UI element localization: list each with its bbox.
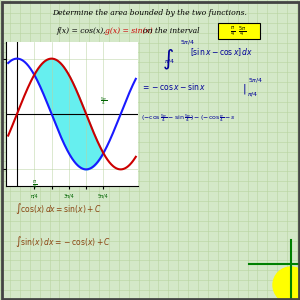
- Text: $\pi/4$: $\pi/4$: [164, 57, 175, 65]
- Text: $5\pi/4$: $5\pi/4$: [180, 38, 196, 46]
- Text: on the interval: on the interval: [143, 27, 199, 35]
- Text: $\frac{\pi}{4}$  $\frac{5\pi}{4}$: $\frac{\pi}{4}$ $\frac{5\pi}{4}$: [230, 24, 247, 39]
- Text: $5\pi/4$: $5\pi/4$: [248, 76, 263, 85]
- Text: $\pi/4$: $\pi/4$: [247, 90, 258, 98]
- Text: $(-\cos\frac{5\pi}{4} - \sin\frac{5\pi}{4}) - (-\cos\frac{\pi}{4} - s$: $(-\cos\frac{5\pi}{4} - \sin\frac{5\pi}{…: [141, 112, 236, 124]
- Text: $\frac{5\pi}{4}$: $\frac{5\pi}{4}$: [100, 95, 107, 107]
- Text: |: |: [243, 84, 247, 94]
- Text: $\frac{\pi}{4}$: $\frac{\pi}{4}$: [32, 178, 37, 190]
- FancyBboxPatch shape: [218, 23, 260, 39]
- Circle shape: [273, 267, 300, 300]
- Text: f(x) = cos(x),: f(x) = cos(x),: [56, 27, 106, 35]
- Text: $\int$: $\int$: [162, 48, 174, 72]
- Text: Determine the area bounded by the two functions.: Determine the area bounded by the two fu…: [52, 9, 247, 17]
- Text: g(x) = sin(x): g(x) = sin(x): [105, 27, 153, 35]
- Text: $[\sin x - \cos x]\,dx$: $[\sin x - \cos x]\,dx$: [190, 46, 254, 58]
- Text: $= -\cos x - \sin x\,$: $= -\cos x - \sin x\,$: [141, 81, 206, 92]
- Text: $\int \cos(x)\,dx = \sin(x) + C$: $\int \cos(x)\,dx = \sin(x) + C$: [15, 201, 102, 216]
- Text: $\int \sin(x)\,dx = -\cos(x) + C$: $\int \sin(x)\,dx = -\cos(x) + C$: [15, 234, 111, 249]
